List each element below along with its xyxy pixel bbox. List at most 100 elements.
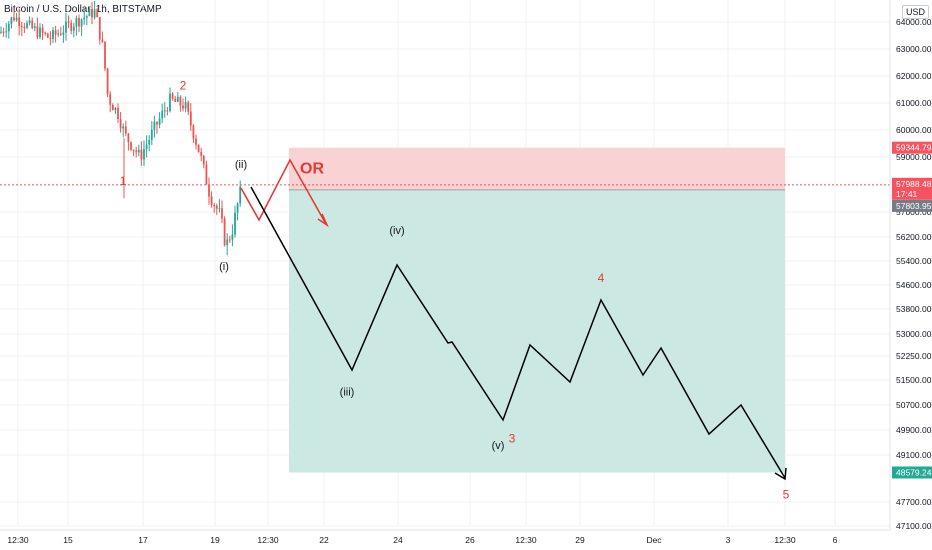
- wave-label-1: 1: [120, 174, 127, 188]
- x-tick-label: 12:30: [257, 535, 279, 545]
- candle-body: [150, 129, 153, 140]
- x-tick-label: 26: [465, 535, 475, 545]
- candle-body: [236, 203, 239, 213]
- candle-body: [7, 23, 10, 32]
- candle-body: [140, 149, 143, 160]
- candle-body: [226, 239, 229, 246]
- candle-body: [231, 234, 234, 240]
- candle-body: [171, 93, 174, 99]
- candle-body: [163, 110, 166, 112]
- candle-body: [153, 121, 156, 130]
- candle-body: [13, 17, 15, 21]
- y-tick-label: 63000.00: [896, 44, 932, 54]
- candle-body: [91, 8, 93, 18]
- candle-body: [46, 33, 49, 38]
- y-tick-label: 47700.00: [896, 497, 932, 507]
- x-tick-label: Dec: [646, 535, 662, 545]
- candle-body: [213, 205, 216, 207]
- candle-body: [137, 149, 140, 153]
- candle-body: [93, 9, 96, 18]
- candle-body: [197, 144, 200, 153]
- price-badge-target: 48579.24: [892, 466, 932, 479]
- y-tick-label: 51500.00: [896, 375, 932, 385]
- wave-label-4: 4: [598, 271, 605, 285]
- y-tick-label: 47100.00: [896, 521, 932, 531]
- candle-body: [59, 33, 62, 35]
- price-badge-stop: 59344.79: [892, 141, 932, 154]
- candle-body: [10, 17, 13, 24]
- candle-body: [20, 26, 23, 28]
- candle-body: [39, 27, 41, 38]
- svg-text:57803.95: 57803.95: [896, 201, 932, 211]
- candle-body: [158, 118, 161, 125]
- svg-text:59344.79: 59344.79: [896, 143, 932, 153]
- candle-body: [195, 138, 197, 145]
- candle-body: [208, 184, 210, 197]
- candle-body: [26, 23, 28, 28]
- candle-body: [2, 31, 5, 33]
- x-tick-label: 15: [63, 535, 73, 545]
- candle-body: [65, 21, 67, 33]
- candle-body: [85, 16, 88, 18]
- candle-body: [54, 30, 57, 35]
- candle-body: [187, 102, 190, 112]
- chart-title: Bitcoin / U.S. Dollar, 1h, BITSTAMP: [4, 4, 162, 15]
- candle-body: [130, 142, 132, 150]
- candle-body: [169, 93, 171, 112]
- y-tick-label: 64000.00: [896, 17, 932, 27]
- x-tick-label: 22: [319, 535, 329, 545]
- wave-label-iii: (iii): [340, 387, 355, 399]
- svg-text:17:41: 17:41: [896, 189, 918, 199]
- candle-body: [119, 119, 122, 129]
- candle-body: [23, 26, 26, 28]
- x-tick-label: 17: [138, 535, 148, 545]
- candle-body: [210, 196, 213, 206]
- candle-body: [57, 33, 60, 35]
- candle-body: [192, 125, 195, 139]
- candle-body: [28, 20, 31, 24]
- candle-body: [132, 149, 135, 151]
- stop-loss-zone[interactable]: [289, 147, 785, 190]
- price-badge-entry: 57803.95: [892, 199, 932, 212]
- take-profit-zone[interactable]: [289, 189, 785, 473]
- alternative-path-red[interactable]: [240, 158, 327, 225]
- y-tick-label: 60000.00: [896, 125, 932, 135]
- x-tick-label: 6: [833, 535, 838, 545]
- y-tick-label: 49100.00: [896, 450, 932, 460]
- candle-body: [33, 26, 36, 28]
- svg-text:57988.48: 57988.48: [896, 179, 932, 189]
- y-tick-label: 56200.00: [896, 232, 932, 242]
- wave-label-2: 2: [180, 79, 187, 93]
- candle-body: [239, 186, 242, 204]
- candle-body: [104, 41, 106, 69]
- wave-label-OR: OR: [300, 161, 324, 178]
- candle-body: [114, 107, 117, 111]
- candle-body: [215, 205, 218, 209]
- projected-wave-path[interactable]: [250, 186, 786, 479]
- candle-body: [41, 27, 44, 33]
- candle-body: [218, 208, 221, 210]
- candle-body: [109, 93, 112, 105]
- y-tick-label: 52250.00: [896, 351, 932, 361]
- candle-body: [111, 104, 114, 111]
- x-tick-label: 24: [393, 535, 403, 545]
- candle-body: [5, 31, 8, 33]
- candle-body: [228, 239, 231, 241]
- candle-body: [184, 102, 187, 109]
- currency-button[interactable]: USD: [902, 5, 930, 19]
- candle-body: [62, 32, 65, 35]
- candle-body: [96, 9, 99, 18]
- price-badge-current: 57988.48: [892, 177, 932, 190]
- candle-body: [200, 152, 203, 156]
- candle-body: [143, 149, 145, 160]
- candle-body: [124, 126, 127, 134]
- alternative-path-arrowhead: [317, 213, 329, 228]
- candle-body: [135, 150, 138, 153]
- candle-body: [70, 22, 73, 31]
- candle-body: [106, 68, 109, 94]
- y-tick-label: 54600.00: [896, 280, 932, 290]
- candle-body: [179, 96, 182, 106]
- y-tick-label: 53800.00: [896, 304, 932, 314]
